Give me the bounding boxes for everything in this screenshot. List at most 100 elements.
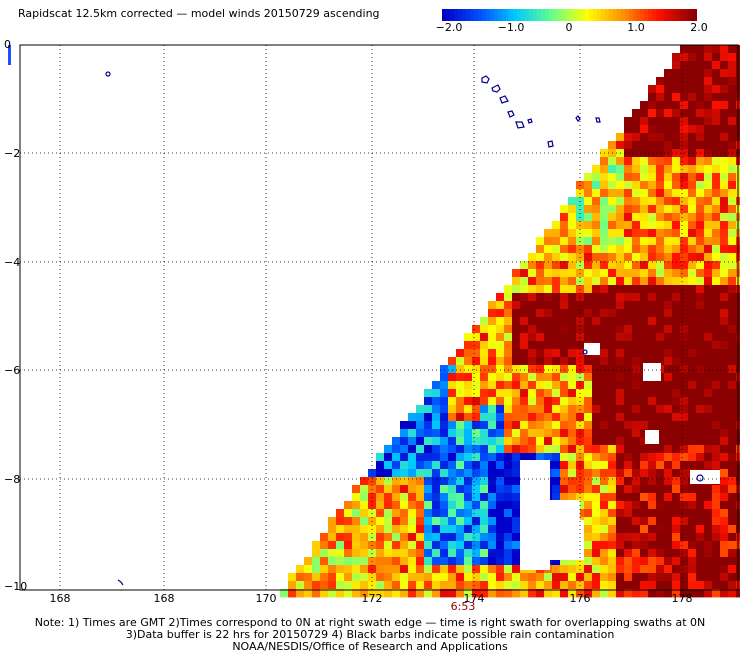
wind-cell	[688, 389, 697, 398]
wind-cell	[680, 237, 689, 246]
wind-cell	[528, 445, 537, 454]
wind-cell	[528, 365, 537, 374]
wind-cell	[608, 269, 617, 278]
wind-cell	[600, 253, 609, 262]
wind-cell	[560, 325, 569, 334]
wind-cell	[696, 565, 705, 574]
island-outline	[595, 117, 601, 123]
wind-cell	[496, 293, 505, 302]
wind-cell	[400, 493, 409, 502]
wind-cell	[720, 229, 729, 238]
wind-cell	[632, 365, 641, 374]
wind-cell	[496, 349, 505, 358]
wind-cell	[504, 517, 513, 526]
wind-cell	[384, 549, 393, 558]
wind-cell	[472, 437, 481, 446]
wind-cell	[712, 429, 721, 438]
wind-cell	[552, 373, 561, 382]
wind-cell	[488, 557, 497, 566]
wind-cell	[672, 381, 681, 390]
wind-cell	[440, 493, 449, 502]
wind-cell	[480, 533, 489, 542]
wind-cell	[376, 485, 385, 494]
wind-cell	[672, 581, 681, 590]
wind-cell	[704, 525, 713, 534]
wind-cell	[424, 461, 433, 470]
wind-cell	[680, 261, 689, 270]
wind-cell	[344, 533, 353, 542]
wind-cell	[432, 469, 441, 478]
wind-cell	[560, 341, 569, 350]
footnote-line-1: Note: 1) Times are GMT 2)Times correspon…	[34, 616, 706, 629]
wind-cell	[664, 445, 673, 454]
wind-cell	[664, 461, 673, 470]
wind-cell	[664, 189, 673, 198]
wind-cell	[704, 357, 713, 366]
wind-cell	[544, 261, 553, 270]
wind-cell	[616, 229, 625, 238]
wind-cell	[712, 61, 721, 70]
island-outlines	[105, 71, 704, 586]
wind-cell	[584, 469, 593, 478]
wind-cell	[512, 421, 521, 430]
wind-cell	[688, 525, 697, 534]
wind-cell	[672, 213, 681, 222]
footnote-line-3: NOAA/NESDIS/Office of Research and Appli…	[232, 640, 508, 653]
wind-cell	[536, 421, 545, 430]
wind-cell	[720, 501, 729, 510]
wind-cell	[376, 549, 385, 558]
wind-cell	[720, 365, 729, 374]
lon-label: 172	[361, 592, 383, 605]
wind-cell	[472, 373, 481, 382]
wind-cell	[672, 453, 681, 462]
wind-cell	[392, 485, 401, 494]
wind-cell	[392, 509, 401, 518]
wind-cell	[712, 125, 721, 134]
wind-cell	[672, 365, 681, 374]
wind-cell	[696, 405, 705, 414]
wind-cell	[656, 93, 665, 102]
wind-cell	[448, 581, 457, 590]
wind-cell	[504, 301, 513, 310]
wind-cell	[688, 293, 697, 302]
wind-cell	[440, 389, 449, 398]
wind-cell	[496, 573, 505, 582]
wind-cell	[712, 221, 721, 230]
wind-cell	[608, 237, 617, 246]
wind-cell	[664, 117, 673, 126]
wind-cell	[704, 349, 713, 358]
wind-cell	[448, 357, 457, 366]
wind-cell	[592, 453, 601, 462]
wind-cell	[688, 517, 697, 526]
wind-cell	[704, 237, 713, 246]
wind-cell	[520, 293, 529, 302]
wind-cell	[704, 373, 713, 382]
wind-cell	[400, 485, 409, 494]
wind-cell	[456, 349, 465, 358]
wind-cell	[608, 189, 617, 198]
wind-cell	[672, 253, 681, 262]
wind-cell	[552, 309, 561, 318]
wind-cell	[424, 509, 433, 518]
wind-cell	[728, 389, 737, 398]
wind-cell	[712, 405, 721, 414]
wind-cell	[688, 325, 697, 334]
wind-cell	[664, 205, 673, 214]
wind-cell	[328, 557, 337, 566]
wind-cell	[496, 581, 505, 590]
wind-cell	[432, 533, 441, 542]
wind-cell	[592, 421, 601, 430]
wind-cell	[488, 389, 497, 398]
wind-cell	[656, 269, 665, 278]
wind-cell	[728, 165, 737, 174]
wind-cell	[680, 221, 689, 230]
wind-cell	[704, 517, 713, 526]
wind-cell	[632, 437, 641, 446]
wind-cell	[720, 101, 729, 110]
wind-cell	[640, 549, 649, 558]
wind-cell	[528, 309, 537, 318]
wind-cell	[688, 533, 697, 542]
wind-cell	[592, 333, 601, 342]
wind-cell	[552, 333, 561, 342]
wind-cell	[720, 581, 729, 590]
